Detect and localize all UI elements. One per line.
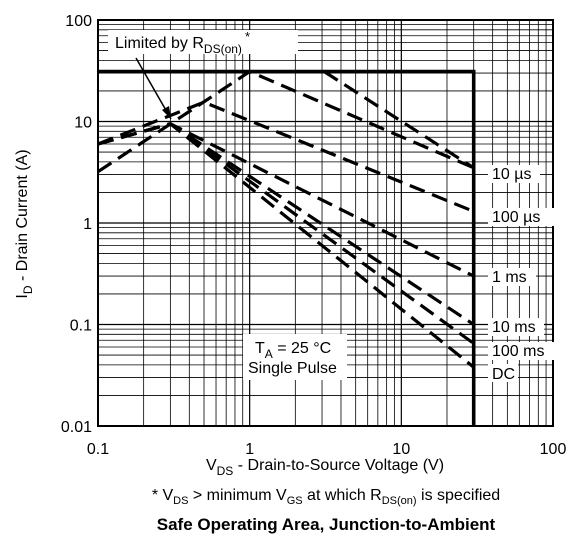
ta-box xyxy=(243,334,347,380)
y-tick-label: 10 xyxy=(74,115,92,132)
label-dc: DC xyxy=(492,366,515,383)
x-tick-label: 10 xyxy=(392,441,410,458)
pulse-annotation: Single Pulse xyxy=(248,360,337,377)
chart-title: Safe Operating Area, Junction-to-Ambient xyxy=(157,515,496,534)
x-axis-label: VDS - Drain-to-Source Voltage (V) xyxy=(206,457,444,478)
series-line-3 xyxy=(97,122,475,326)
series-line-1 xyxy=(97,100,475,213)
limited-box xyxy=(108,30,298,54)
label-100us: 100 µs xyxy=(492,209,540,226)
y-tick-labels: 0.01 0.1 1 10 100 xyxy=(61,13,92,436)
safe-area-boundary xyxy=(98,69,476,426)
label-10ms: 10 ms xyxy=(492,319,536,336)
footnote: * VDS > minimum VGS at which RDS(on) is … xyxy=(152,487,500,507)
label-100ms: 100 ms xyxy=(492,343,544,360)
y-tick-label: 100 xyxy=(65,13,92,30)
x-tick-label: 100 xyxy=(540,441,567,458)
label-10us: 10 µs xyxy=(492,166,531,183)
limited-arrowhead xyxy=(162,106,171,119)
x-tick-label: 1 xyxy=(245,441,254,458)
limited-annotation: Limited by RDS(on)* xyxy=(115,29,250,56)
y-tick-label: 1 xyxy=(83,216,92,233)
boundary-layer xyxy=(98,69,476,426)
ta-annotation: TA = 25 °C xyxy=(255,340,331,361)
y-tick-label: 0.01 xyxy=(61,419,92,436)
y-axis-label: ID - Drain Current (A) xyxy=(14,149,35,298)
x-tick-label: 0.1 xyxy=(87,441,109,458)
series-layer xyxy=(97,69,475,369)
y-tick-label: 0.1 xyxy=(70,318,92,335)
label-1ms: 1 ms xyxy=(492,269,527,286)
x-tick-labels: 0.1 1 10 100 xyxy=(87,441,567,458)
series-line-4 xyxy=(97,122,475,345)
series-labels: 10 µs 100 µs 1 ms 10 ms 100 ms DC xyxy=(488,165,556,383)
series-line-5 xyxy=(97,122,475,369)
series-line-6 xyxy=(323,70,475,170)
